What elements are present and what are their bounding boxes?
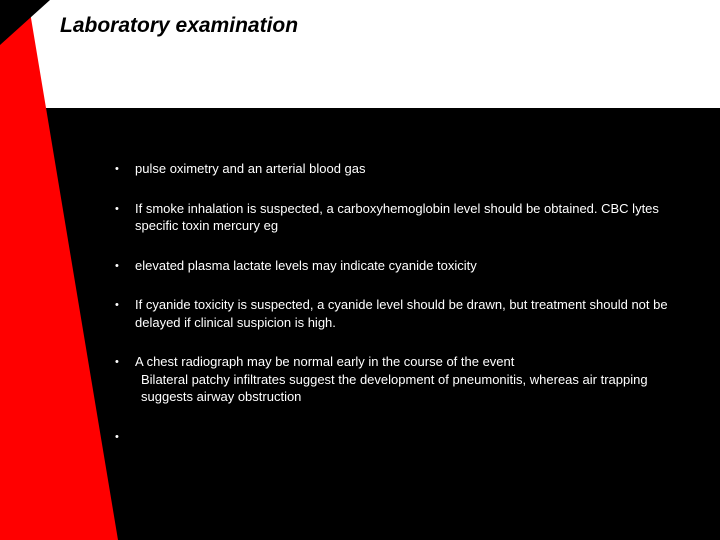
- list-item: • If smoke inhalation is suspected, a ca…: [115, 200, 695, 235]
- bullet-text: pulse oximetry and an arterial blood gas: [135, 160, 695, 178]
- bullet-list: • pulse oximetry and an arterial blood g…: [115, 160, 695, 467]
- list-item: • A chest radiograph may be normal early…: [115, 353, 695, 406]
- bullet-text: elevated plasma lactate levels may indic…: [135, 257, 695, 275]
- bullet-sub: Bilateral patchy infiltrates suggest the…: [135, 371, 695, 406]
- bullet-icon: •: [115, 160, 135, 177]
- slide-title: Laboratory examination: [60, 14, 298, 38]
- bullet-main: A chest radiograph may be normal early i…: [135, 354, 514, 369]
- bullet-text: A chest radiograph may be normal early i…: [135, 353, 695, 406]
- bullet-icon: •: [115, 353, 135, 370]
- bullet-text: If smoke inhalation is suspected, a carb…: [135, 200, 695, 235]
- bullet-text: If cyanide toxicity is suspected, a cyan…: [135, 296, 695, 331]
- list-item: • If cyanide toxicity is suspected, a cy…: [115, 296, 695, 331]
- bullet-icon: •: [115, 296, 135, 313]
- list-item: •: [115, 428, 695, 445]
- bullet-icon: •: [115, 257, 135, 274]
- bullet-icon: •: [115, 200, 135, 217]
- list-item: • elevated plasma lactate levels may ind…: [115, 257, 695, 275]
- bullet-icon: •: [115, 428, 135, 445]
- list-item: • pulse oximetry and an arterial blood g…: [115, 160, 695, 178]
